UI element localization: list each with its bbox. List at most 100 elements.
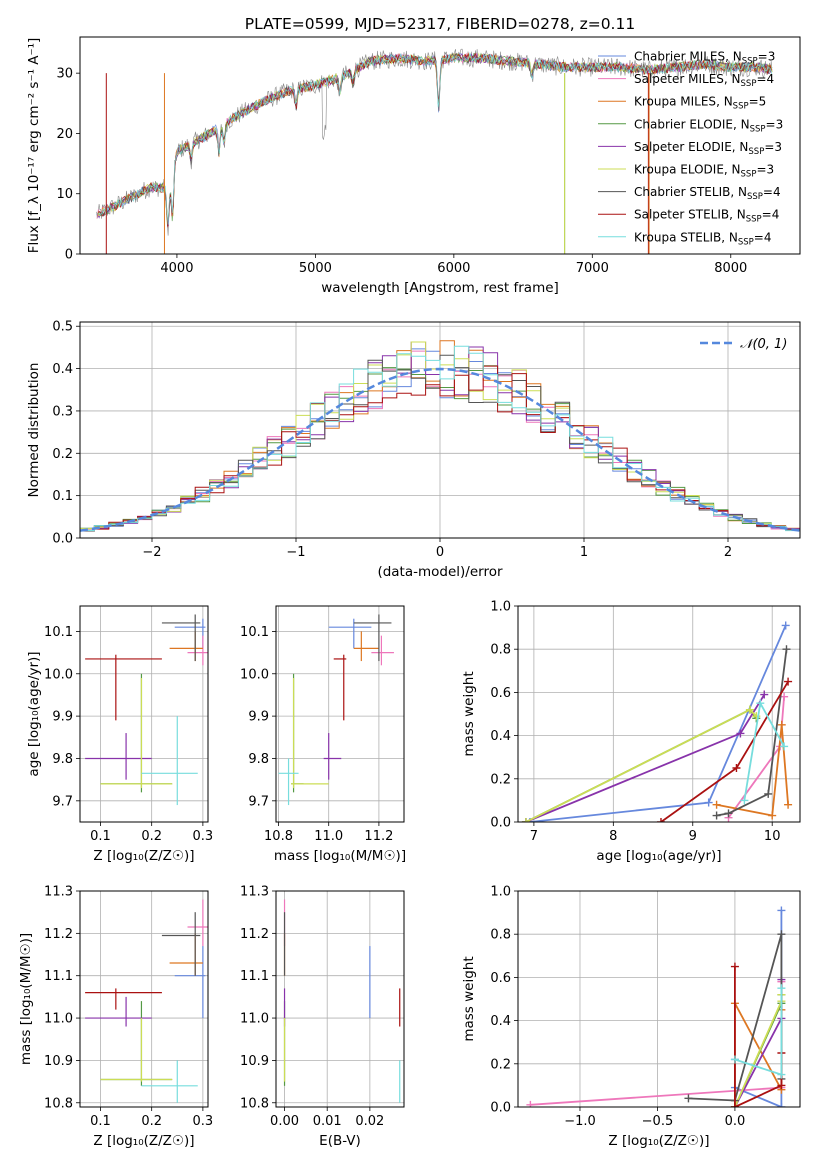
- mass-weight-series: [656, 677, 793, 822]
- x-tick-label: −0.5: [642, 1114, 674, 1129]
- legend-nssp: 4: [767, 72, 775, 86]
- y-tick-label: 9.9: [248, 710, 269, 725]
- axes-frame: [79, 890, 209, 1108]
- legend-separator: , N: [721, 230, 738, 244]
- model-spectrum-line: [98, 53, 772, 226]
- gridlines: [276, 890, 404, 1107]
- series-marker: [777, 1081, 786, 1090]
- y-tick-label: 0.1: [52, 489, 73, 504]
- x-tick-label: 0.3: [193, 1114, 214, 1129]
- errorbar-point: [85, 996, 152, 1027]
- errorbar-point: [85, 654, 162, 721]
- y-tick-label: 0.2: [490, 772, 511, 787]
- errorbar-point: [353, 631, 379, 662]
- panel-age_vs_mass: 10.8 11.0 11.2 9.7 9.8 9.9 10.0 10.1 mass [log₁₀…: [240, 605, 406, 864]
- x-tick-label: 10: [764, 829, 781, 844]
- legend-nssp: 4: [773, 185, 781, 199]
- errorbar-point: [100, 678, 173, 789]
- legend-separator: , N: [724, 163, 741, 177]
- x-axis-label: E(B-V): [319, 1133, 361, 1149]
- y-tick-label: 0.2: [490, 1057, 511, 1072]
- legend-subscript: SSP: [733, 102, 749, 112]
- y-tick-label: 11.0: [44, 1012, 73, 1027]
- y-tick-label: 0.3: [52, 404, 73, 419]
- series-marker: [777, 906, 786, 915]
- legend-model: Salpeter STELIB: [634, 208, 729, 222]
- y-tick-label: 10.0: [44, 667, 73, 682]
- x-axis-label: Z [log₁₀(Z/Z☉)]: [93, 848, 194, 864]
- legend-nssp: 4: [772, 208, 780, 222]
- legend-label: Chabrier STELIB, NSSP=4: [634, 185, 781, 202]
- mass-weight-series: [740, 699, 789, 805]
- mass-weight-series: [730, 990, 786, 1107]
- y-tick-label: 0.0: [52, 532, 73, 547]
- legend-nssp: 5: [759, 95, 767, 109]
- legend-label: Salpeter ELODIE, NSSP=3: [634, 140, 782, 157]
- x-tick-label: 0.02: [355, 1114, 384, 1129]
- y-tick-label: 10.8: [240, 1096, 269, 1111]
- axes: 7 8 9 10 0.0 0.2 0.4 0.6 0.8 1.0 age [log₁₀(age/yr…: [461, 600, 801, 864]
- errorbar-point: [169, 631, 203, 662]
- y-tick-label: 10.0: [240, 667, 269, 682]
- mass-weight-series: [526, 977, 786, 1107]
- errorbar-point: [161, 912, 201, 976]
- series-marker: [712, 800, 721, 809]
- panel-age_vs_Z: 0.1 0.2 0.3 9.7 9.8 9.9 10.0 10.1 Z [log₁₀(Z/Z☉)…: [26, 605, 213, 864]
- series-marker: [780, 742, 789, 751]
- errorbar-point: [141, 716, 198, 806]
- legend-equals: =: [758, 50, 768, 64]
- series-marker: [777, 1070, 786, 1079]
- y-tick-label: 9.8: [52, 752, 73, 767]
- errorbar-point: [278, 758, 299, 806]
- legend-equals: =: [764, 140, 774, 154]
- series-marker: [656, 818, 665, 822]
- legend-model: Kroupa MILES: [634, 95, 716, 109]
- errorbar-point: [187, 635, 208, 666]
- axes-frame: [517, 605, 801, 823]
- series-marker: [712, 811, 721, 820]
- y-tick-label: 1.0: [490, 600, 511, 615]
- legend-equals: =: [756, 163, 766, 177]
- y-axis-label: age [log₁₀(age/yr)]: [26, 651, 42, 776]
- series-line: [716, 724, 789, 817]
- y-tick-label: 9.8: [248, 752, 269, 767]
- y-axis-label: Normed distribution: [26, 363, 42, 498]
- y-tick-label: 0.6: [490, 971, 511, 986]
- axes: 0.1 0.2 0.3 10.8 10.9 11.0 11.1 11.2 11.3 Z [log₁…: [18, 885, 213, 1150]
- figure-title: PLATE=0599, MJD=52317, FIBERID=0278, z=0…: [245, 15, 635, 33]
- legend-subscript: SSP: [747, 192, 763, 202]
- series-marker: [730, 1055, 739, 1064]
- y-tick-label: 9.9: [52, 710, 73, 725]
- y-tick-label: 9.7: [248, 794, 269, 809]
- series-marker: [704, 798, 713, 807]
- axes: −1.0 −0.5 0.0 0.0 0.2 0.4 0.6 0.8 1.0 Z [log₁₀(Z/…: [461, 885, 801, 1149]
- y-tick-label: 10.9: [44, 1054, 73, 1069]
- errorbar-point: [100, 1018, 173, 1082]
- legend-subscript: SSP: [738, 237, 754, 247]
- y-tick-label: 0.8: [490, 643, 511, 658]
- plot-area: [85, 614, 208, 806]
- normal-legend: 𝒩(0, 1): [700, 337, 787, 352]
- legend-label: Salpeter STELIB, NSSP=4: [634, 208, 779, 225]
- x-axis-label: Z [log₁₀(Z/Z☉)]: [608, 1133, 709, 1149]
- legend-nssp: 3: [774, 140, 782, 154]
- x-tick-label: 2: [724, 545, 732, 560]
- y-axis-label: mass [log₁₀(M/M☉)]: [18, 933, 34, 1065]
- gridlines: [276, 606, 404, 822]
- y-tick-label: 11.1: [44, 969, 73, 984]
- panel-mass_vs_ebv: 0.00 0.01 0.02 10.8 10.9 11.0 11.1 11.2 11.3 E(B-…: [240, 885, 405, 1149]
- y-tick-label: 10: [56, 187, 73, 202]
- x-tick-label: −2: [142, 545, 161, 560]
- x-tick-label: 4000: [160, 261, 193, 276]
- series-marker: [764, 789, 773, 798]
- y-tick-label: 20: [56, 127, 73, 142]
- x-tick-label: 0.1: [90, 829, 111, 844]
- errorbar-point: [174, 946, 206, 1019]
- x-tick-label: 9: [689, 829, 697, 844]
- y-axis-label: Flux [f_λ 10⁻¹⁷ erg cm⁻² s⁻¹ A⁻¹]: [26, 38, 42, 254]
- x-tick-label: 0: [436, 545, 444, 560]
- legend-equals: =: [766, 117, 776, 131]
- x-tick-label: 5000: [299, 261, 332, 276]
